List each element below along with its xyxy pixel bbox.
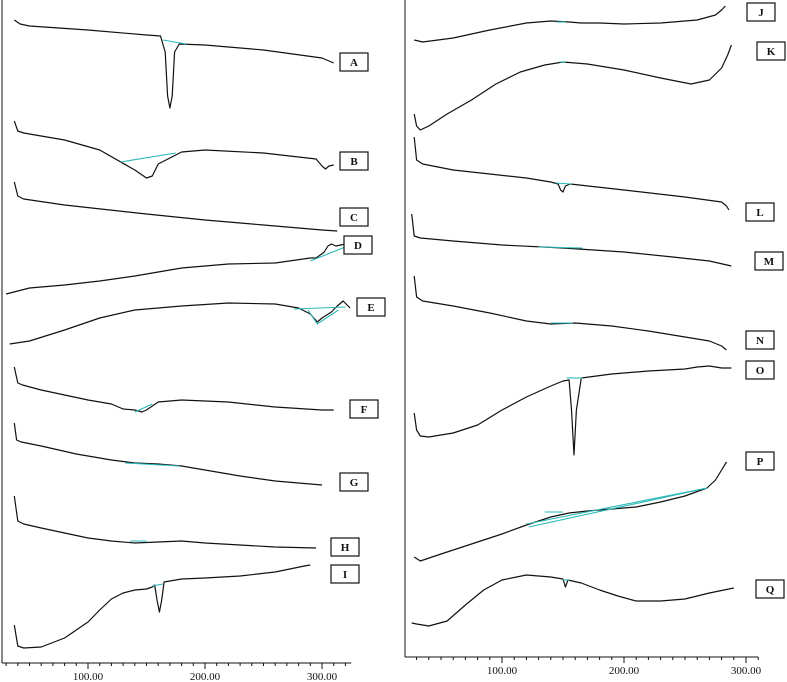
label-box-m (754, 251, 784, 271)
integration-baseline-f (134, 403, 153, 413)
label-box-j (746, 2, 776, 22)
series-label-b: B (350, 156, 358, 168)
series-label-c: C (350, 212, 358, 224)
label-box-n (745, 330, 775, 350)
trace-f (13, 366, 334, 413)
label-box-d (343, 235, 373, 255)
series-label-d: D (354, 240, 362, 252)
series-label-n: N (756, 335, 764, 347)
label-box-q (755, 579, 785, 599)
right-panel: 100.00 200.00 300.00 J K L M N O P Q (404, 0, 786, 677)
label-box-b (339, 151, 369, 171)
x-tick-label: 200.00 (609, 665, 640, 677)
series-label-h: H (341, 542, 350, 554)
label-box-o (745, 360, 775, 380)
label-box-k (756, 41, 786, 61)
integration-baseline-i (152, 583, 164, 587)
series-label-i: I (343, 569, 347, 581)
trace-g (13, 422, 323, 486)
integration-baseline-e (293, 306, 346, 310)
series-label-a: A (350, 57, 358, 69)
series-label-k: K (767, 46, 776, 58)
integration-baseline-b (120, 152, 176, 163)
label-box-l (745, 202, 775, 222)
series-label-e: E (367, 302, 374, 314)
series-label-j: J (758, 7, 764, 19)
series-label-l: L (756, 207, 763, 219)
trace-b (13, 120, 334, 179)
integration-baseline-l (555, 182, 572, 185)
trace-d (5, 243, 346, 295)
x-tick-label: 300.00 (307, 671, 338, 682)
label-box-p (745, 451, 775, 471)
integration-baseline-a (162, 39, 187, 45)
label-box-e (356, 297, 386, 317)
integration-baseline-d (310, 245, 348, 262)
trace-p (413, 461, 728, 562)
series-label-o: O (756, 365, 765, 377)
integration-baseline-p (526, 487, 708, 525)
trace-m (411, 213, 732, 267)
label-box-g (339, 472, 369, 492)
series-label-m: M (764, 256, 775, 268)
label-box-h (330, 537, 360, 557)
integration-baseline-p (528, 487, 708, 528)
x-tick-label: 100.00 (487, 665, 518, 677)
label-box-a (339, 52, 369, 72)
label-box-f (349, 399, 379, 419)
series-label-p: P (757, 456, 764, 468)
x-tick-label: 300.00 (731, 665, 762, 677)
trace-a (13, 19, 334, 109)
series-label-g: G (350, 477, 359, 489)
integration-baseline-g (125, 462, 180, 467)
trace-h (13, 495, 317, 549)
label-box-c (339, 207, 369, 227)
trace-e (9, 300, 351, 345)
trace-q (411, 574, 734, 627)
label-box-i (330, 564, 360, 584)
trace-i (13, 564, 311, 649)
trace-n (413, 275, 727, 351)
integration-baseline-e (307, 309, 339, 325)
x-tick-label: 100.00 (73, 671, 104, 682)
trace-l (413, 136, 730, 211)
left-panel: 100.00 200.00 300.00 A B C D E F G H I (1, 0, 386, 682)
integration-baseline-m (538, 246, 583, 249)
trace-k (413, 44, 732, 131)
x-tick-label: 200.00 (190, 671, 221, 682)
series-label-f: F (361, 404, 368, 416)
trace-o (413, 365, 732, 456)
trace-j (414, 5, 726, 43)
series-label-q: Q (766, 584, 775, 596)
trace-c (13, 181, 338, 232)
